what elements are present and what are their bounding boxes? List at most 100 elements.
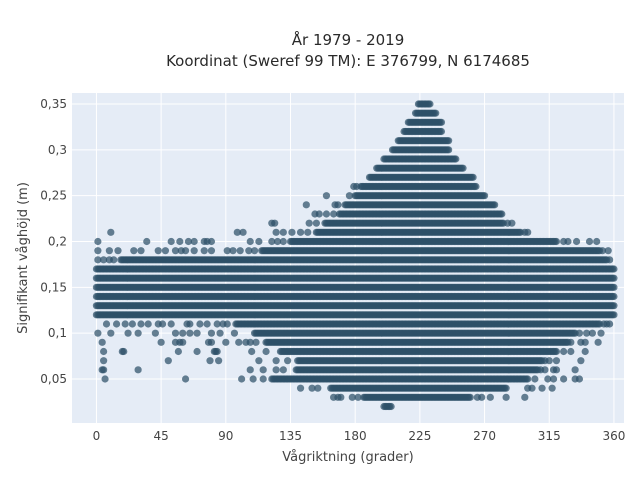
- data-point: [107, 330, 114, 337]
- data-point: [110, 256, 117, 263]
- data-point: [252, 339, 259, 346]
- data-point: [304, 229, 311, 236]
- data-point: [238, 375, 245, 382]
- data-point: [260, 375, 267, 382]
- data-point: [94, 330, 101, 337]
- data-point: [100, 357, 107, 364]
- data-point: [172, 330, 179, 337]
- data-point: [606, 256, 613, 263]
- data-point: [577, 357, 584, 364]
- data-point: [524, 229, 531, 236]
- data-point: [204, 320, 211, 327]
- data-point: [610, 265, 617, 272]
- data-point: [260, 366, 267, 373]
- data-point: [560, 375, 567, 382]
- data-point: [237, 247, 244, 254]
- data-point: [567, 348, 574, 355]
- data-point: [538, 385, 545, 392]
- data-point: [280, 238, 287, 245]
- data-point: [103, 320, 110, 327]
- data-point: [582, 348, 589, 355]
- data-point: [165, 357, 172, 364]
- data-point: [573, 238, 580, 245]
- data-point: [201, 247, 208, 254]
- data-point: [193, 348, 200, 355]
- data-point: [572, 366, 579, 373]
- data-point: [175, 348, 182, 355]
- data-point: [191, 247, 198, 254]
- data-point: [250, 375, 257, 382]
- data-point: [273, 366, 280, 373]
- data-point: [251, 247, 258, 254]
- data-point: [255, 357, 262, 364]
- data-point: [553, 357, 560, 364]
- data-point: [247, 238, 254, 245]
- data-point: [550, 375, 557, 382]
- data-point: [605, 247, 612, 254]
- data-point: [215, 357, 222, 364]
- data-point: [168, 238, 175, 245]
- data-point: [610, 275, 617, 282]
- data-point: [531, 375, 538, 382]
- data-point: [337, 394, 344, 401]
- data-point: [280, 229, 287, 236]
- data-point: [255, 238, 262, 245]
- data-point: [214, 348, 221, 355]
- data-point: [313, 220, 320, 227]
- data-point: [176, 238, 183, 245]
- data-point: [135, 330, 142, 337]
- data-point: [508, 220, 515, 227]
- data-point: [143, 238, 150, 245]
- data-point: [610, 311, 617, 318]
- data-point: [560, 348, 567, 355]
- data-point: [541, 366, 548, 373]
- data-point: [100, 348, 107, 355]
- data-point: [576, 330, 583, 337]
- data-point: [130, 247, 137, 254]
- data-point: [162, 247, 169, 254]
- data-point: [182, 375, 189, 382]
- data-point: [235, 339, 242, 346]
- data-point: [582, 339, 589, 346]
- data-point: [248, 348, 255, 355]
- data-point: [567, 339, 574, 346]
- data-point: [553, 366, 560, 373]
- data-point: [137, 247, 144, 254]
- data-point: [120, 348, 127, 355]
- data-point: [546, 357, 553, 364]
- data-point: [224, 320, 231, 327]
- data-point: [182, 247, 189, 254]
- data-point: [467, 394, 474, 401]
- data-point: [129, 320, 136, 327]
- data-point: [297, 229, 304, 236]
- data-point: [124, 330, 131, 337]
- data-point: [208, 238, 215, 245]
- data-point: [107, 229, 114, 236]
- data-point: [101, 375, 108, 382]
- data-point: [159, 320, 166, 327]
- data-point: [589, 330, 596, 337]
- data-point: [576, 375, 583, 382]
- data-point: [99, 339, 106, 346]
- data-point: [553, 238, 560, 245]
- data-point: [521, 394, 528, 401]
- data-point: [273, 229, 280, 236]
- data-point: [528, 385, 535, 392]
- data-point: [297, 385, 304, 392]
- data-point: [478, 394, 485, 401]
- data-point: [158, 339, 165, 346]
- data-point: [524, 375, 531, 382]
- data-point: [597, 330, 604, 337]
- data-point: [487, 394, 494, 401]
- data-point: [229, 247, 236, 254]
- data-point: [306, 220, 313, 227]
- data-point: [196, 320, 203, 327]
- data-point: [284, 357, 291, 364]
- data-point: [106, 247, 113, 254]
- data-point: [503, 394, 510, 401]
- data-point: [113, 320, 120, 327]
- data-point: [191, 238, 198, 245]
- data-point: [553, 348, 560, 355]
- data-point: [595, 339, 602, 346]
